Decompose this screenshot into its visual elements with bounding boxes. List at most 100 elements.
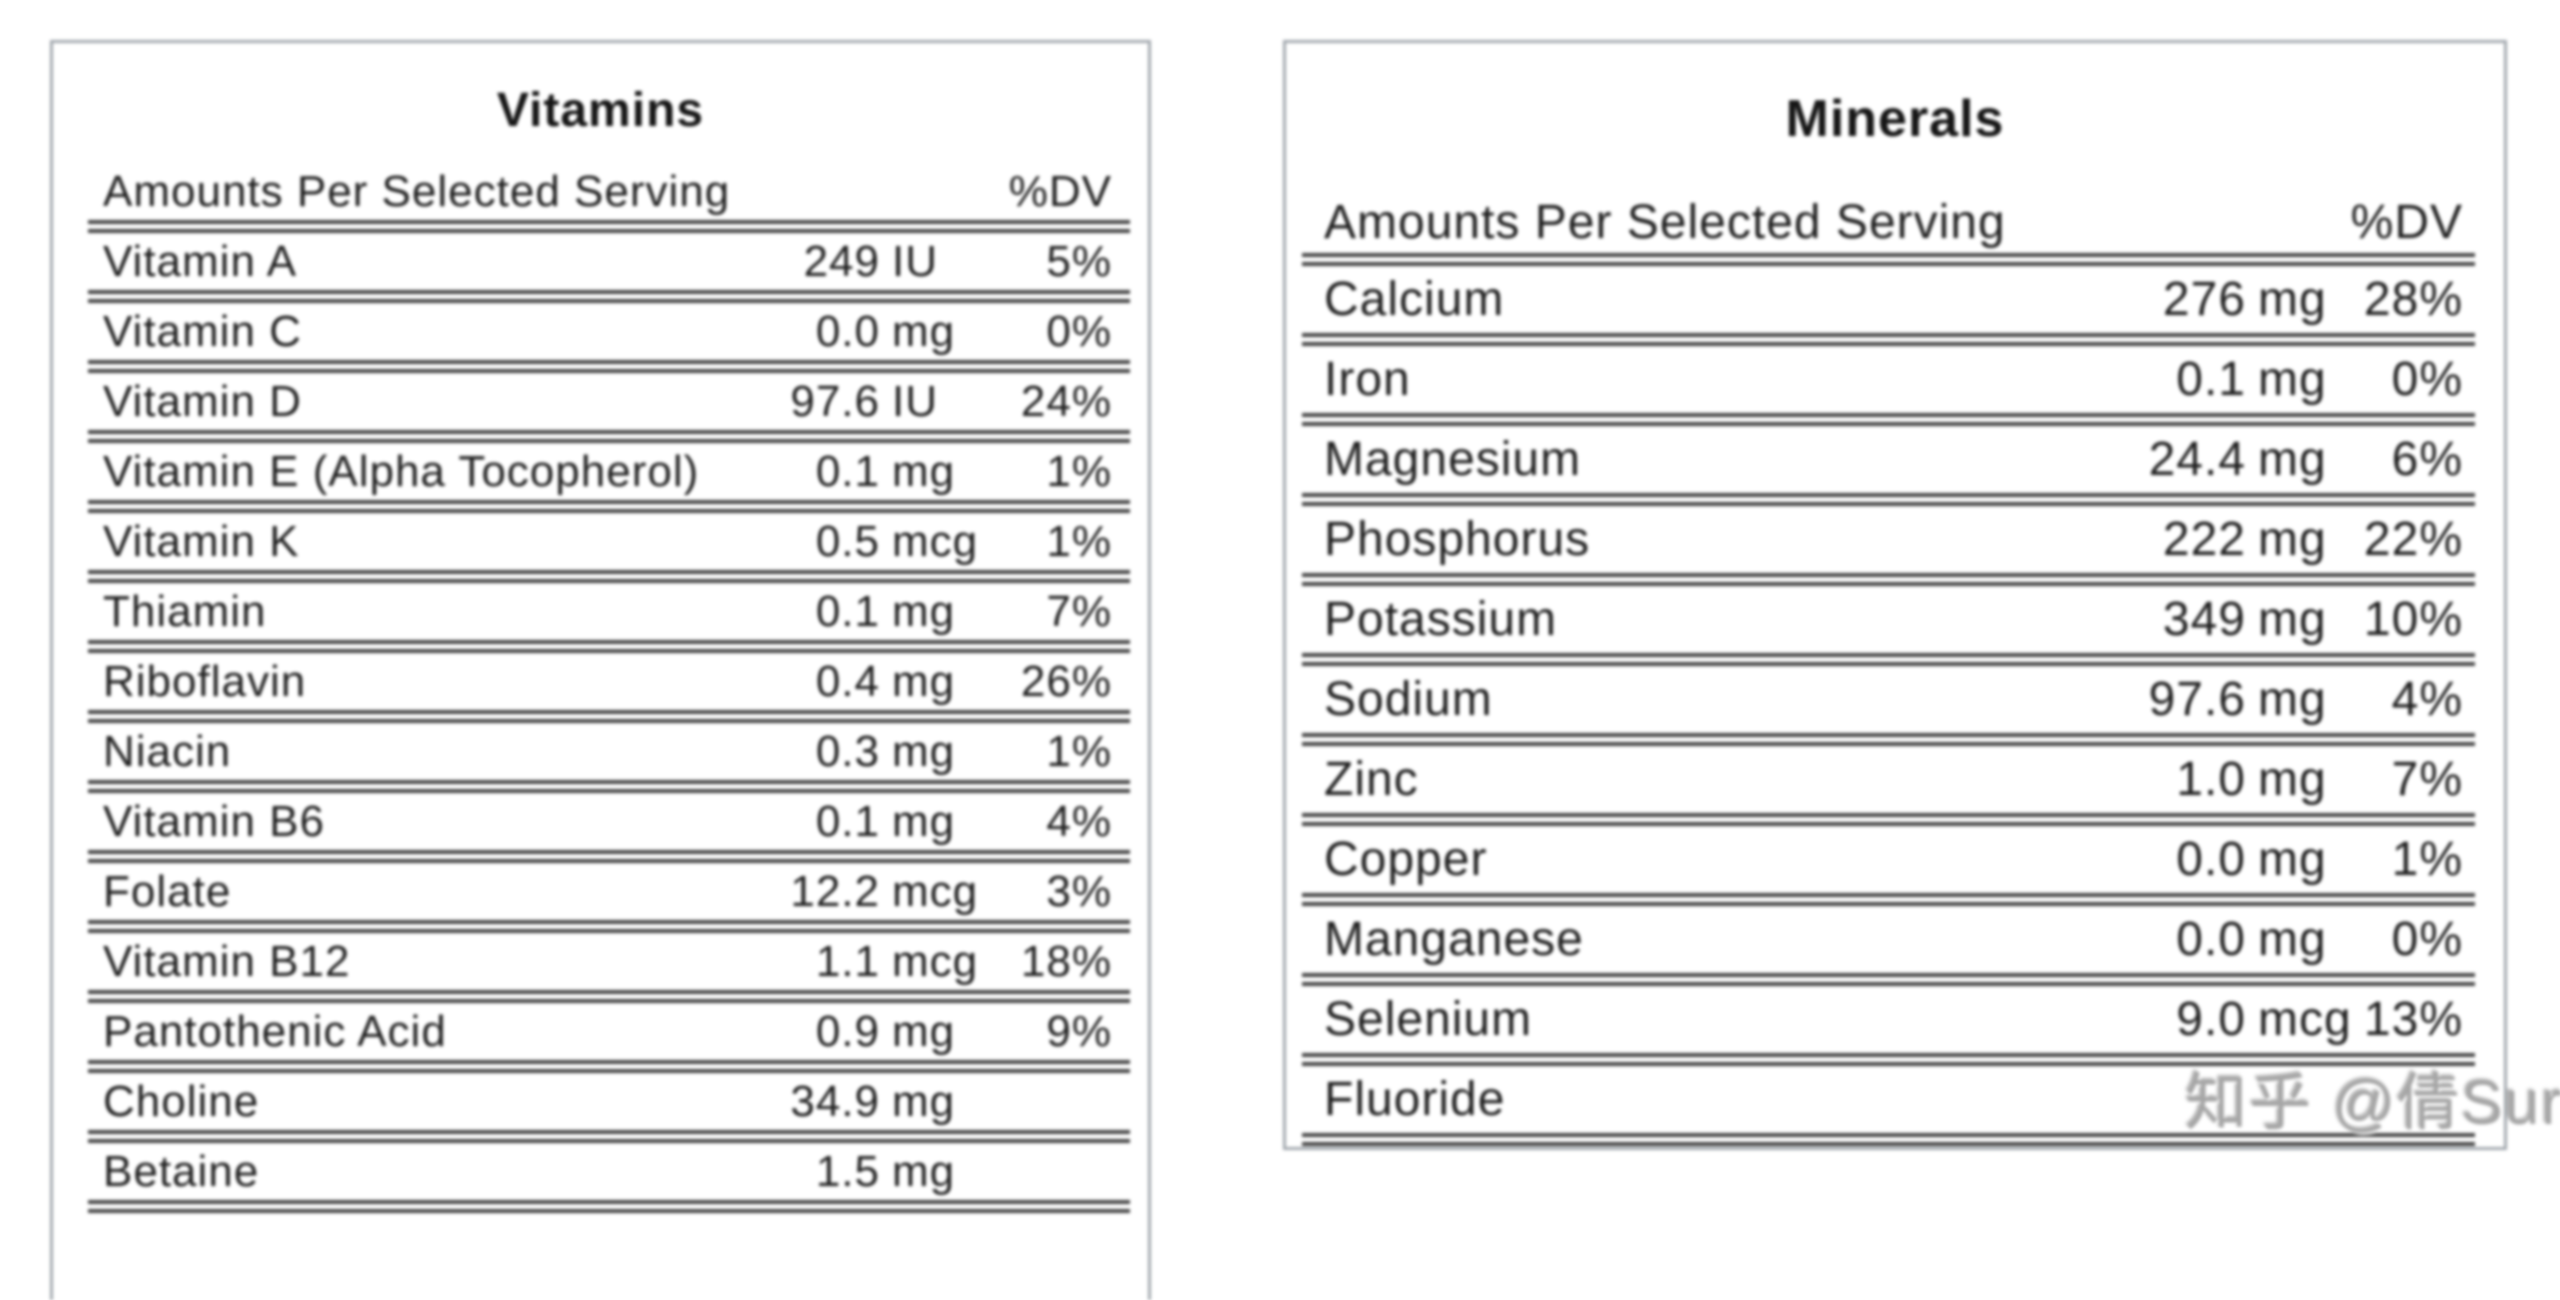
nutrient-dv: 10% bbox=[2363, 593, 2463, 646]
table-row: Fluoride bbox=[1302, 1066, 2475, 1146]
table-row: Thiamin 0.1 mg 7% bbox=[88, 583, 1130, 653]
nutrient-dv: 13% bbox=[2363, 993, 2463, 1046]
table-row: Vitamin A 249 IU 5% bbox=[88, 233, 1130, 303]
nutrient-unit: mg bbox=[892, 1076, 956, 1126]
nutrient-name: Phosphorus bbox=[1324, 513, 1591, 566]
nutrient-name: Riboflavin bbox=[103, 656, 307, 706]
nutrient-unit: mg bbox=[2258, 433, 2327, 486]
minerals-rows: Calcium 276 mg 28% Iron 0.1 mg 0% Magnes… bbox=[1302, 266, 2475, 1146]
nutrient-name: Manganese bbox=[1324, 913, 1584, 966]
nutrient-name: Vitamin K bbox=[103, 516, 300, 566]
nutrient-unit: mcg bbox=[892, 866, 979, 916]
nutrient-unit: mg bbox=[892, 586, 956, 636]
nutrient-amount: 0.0 bbox=[2176, 913, 2246, 966]
nutrient-name: Vitamin E (Alpha Tocopherol) bbox=[103, 446, 700, 496]
nutrient-amount: 0.1 bbox=[815, 586, 880, 636]
nutrient-amount: 0.9 bbox=[815, 1006, 880, 1056]
nutrient-amount: 0.4 bbox=[815, 656, 880, 706]
nutrient-name: Zinc bbox=[1324, 753, 1419, 806]
amounts-per-serving-header: Amounts Per Selected Serving bbox=[103, 166, 731, 216]
nutrient-unit: IU bbox=[892, 236, 938, 286]
nutrient-amount: 1.0 bbox=[2176, 753, 2246, 806]
minerals-title: Minerals bbox=[1785, 90, 2005, 148]
nutrient-name: Calcium bbox=[1324, 273, 1505, 326]
nutrient-unit: mg bbox=[2258, 833, 2327, 886]
nutrient-name: Potassium bbox=[1324, 593, 1558, 646]
nutrient-dv: 28% bbox=[2363, 273, 2463, 326]
page: Vitamins Amounts Per Selected Serving %D… bbox=[50, 40, 2560, 1300]
nutrient-dv: 7% bbox=[2391, 753, 2463, 806]
nutrient-name: Thiamin bbox=[103, 586, 267, 636]
nutrient-dv: 24% bbox=[1020, 376, 1112, 426]
nutrient-unit: mcg bbox=[2258, 993, 2352, 1046]
table-row: Vitamin B12 1.1 mcg 18% bbox=[88, 933, 1130, 1003]
nutrient-dv: 1% bbox=[1046, 516, 1112, 566]
nutrient-unit: mg bbox=[2258, 593, 2327, 646]
zhihu-watermark: 知乎 @倩Sur bbox=[2185, 1069, 2560, 1138]
nutrient-unit: mg bbox=[892, 726, 956, 776]
nutrient-name: Niacin bbox=[103, 726, 232, 776]
amounts-per-serving-header: Amounts Per Selected Serving bbox=[1324, 195, 2006, 249]
nutrient-amount: 276 bbox=[2162, 273, 2246, 326]
table-row: Potassium 349 mg 10% bbox=[1302, 586, 2475, 666]
nutrient-name: Choline bbox=[103, 1076, 260, 1126]
nutrient-unit: IU bbox=[892, 376, 938, 426]
table-row: Vitamin D 97.6 IU 24% bbox=[88, 373, 1130, 443]
table-row: Zinc 1.0 mg 7% bbox=[1302, 746, 2475, 826]
nutrient-dv: 4% bbox=[1046, 796, 1112, 846]
nutrient-unit: mg bbox=[892, 306, 956, 356]
table-row: Pantothenic Acid 0.9 mg 9% bbox=[88, 1003, 1130, 1073]
vitamins-rows: Vitamin A 249 IU 5% Vitamin C 0.0 mg 0% … bbox=[88, 233, 1130, 1213]
nutrient-amount: 349 bbox=[2162, 593, 2246, 646]
nutrient-dv: 1% bbox=[1046, 726, 1112, 776]
table-row: Choline 34.9 mg bbox=[88, 1073, 1130, 1143]
nutrient-amount: 1.5 bbox=[815, 1146, 880, 1196]
dv-column-header: %DV bbox=[1008, 166, 1112, 216]
nutrient-unit: mg bbox=[892, 1006, 956, 1056]
table-row: Selenium 9.0 mcg 13% bbox=[1302, 986, 2475, 1066]
table-row: Iron 0.1 mg 0% bbox=[1302, 346, 2475, 426]
nutrient-dv: 9% bbox=[1046, 1006, 1112, 1056]
nutrient-amount: 97.6 bbox=[790, 376, 880, 426]
nutrient-unit: mg bbox=[2258, 513, 2327, 566]
nutrient-unit: mg bbox=[2258, 753, 2327, 806]
nutrient-unit: mcg bbox=[892, 516, 979, 566]
vitamins-title: Vitamins bbox=[496, 84, 705, 137]
nutrient-amount: 0.5 bbox=[815, 516, 880, 566]
nutrient-amount: 1.1 bbox=[815, 936, 880, 986]
nutrient-name: Fluoride bbox=[1324, 1073, 1506, 1126]
table-row: Vitamin K 0.5 mcg 1% bbox=[88, 513, 1130, 583]
nutrient-dv: 0% bbox=[2391, 353, 2463, 406]
table-row: Calcium 276 mg 28% bbox=[1302, 266, 2475, 346]
nutrient-name: Vitamin C bbox=[103, 306, 302, 356]
nutrient-dv: 18% bbox=[1020, 936, 1112, 986]
table-row: Niacin 0.3 mg 1% bbox=[88, 723, 1130, 793]
nutrient-unit: mg bbox=[892, 446, 956, 496]
nutrient-dv: 6% bbox=[2391, 433, 2463, 486]
nutrient-name: Vitamin B12 bbox=[103, 936, 351, 986]
nutrient-dv: 4% bbox=[2391, 673, 2463, 726]
nutrient-amount: 0.1 bbox=[815, 796, 880, 846]
nutrient-dv: 1% bbox=[2391, 833, 2463, 886]
nutrient-name: Vitamin A bbox=[103, 236, 298, 286]
table-row: Sodium 97.6 mg 4% bbox=[1302, 666, 2475, 746]
nutrient-dv: 5% bbox=[1046, 236, 1112, 286]
nutrient-dv: 0% bbox=[2391, 913, 2463, 966]
nutrient-dv: 3% bbox=[1046, 866, 1112, 916]
nutrient-unit: mg bbox=[2258, 353, 2327, 406]
nutrient-amount: 9.0 bbox=[2176, 993, 2246, 1046]
minerals-table: Minerals Amounts Per Selected Serving %D… bbox=[1283, 40, 2507, 1150]
nutrient-name: Betaine bbox=[103, 1146, 260, 1196]
minerals-table-body: Amounts Per Selected Serving %DV Calcium… bbox=[1302, 191, 2475, 1146]
nutrient-unit: mg bbox=[2258, 913, 2327, 966]
nutrient-name: Vitamin B6 bbox=[103, 796, 325, 846]
nutrient-unit: mg bbox=[2258, 673, 2327, 726]
table-row: Copper 0.0 mg 1% bbox=[1302, 826, 2475, 906]
nutrient-unit: mg bbox=[892, 1146, 956, 1196]
table-row: Vitamin B6 0.1 mg 4% bbox=[88, 793, 1130, 863]
nutrient-dv: 0% bbox=[1046, 306, 1112, 356]
nutrient-name: Iron bbox=[1324, 353, 1411, 406]
nutrient-name: Magnesium bbox=[1324, 433, 1582, 486]
table-row: Phosphorus 222 mg 22% bbox=[1302, 506, 2475, 586]
vitamins-table-body: Amounts Per Selected Serving %DV Vitamin… bbox=[88, 163, 1130, 1213]
